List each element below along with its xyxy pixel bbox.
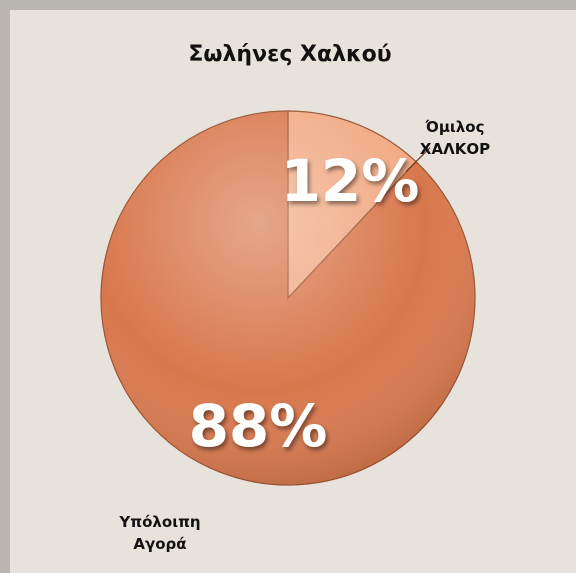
- category-label: Υπόλοιπη Αγορά: [118, 513, 200, 553]
- value-label: 12%: [281, 147, 420, 215]
- category-label: Όμιλος ΧΑΛΚΟΡ: [420, 118, 490, 158]
- value-label: 88%: [189, 392, 328, 460]
- leader-line: [405, 147, 431, 173]
- frame-left: [0, 0, 10, 573]
- frame-top: [0, 0, 576, 10]
- chart-title: Σωλήνες Χαλκού: [188, 42, 391, 67]
